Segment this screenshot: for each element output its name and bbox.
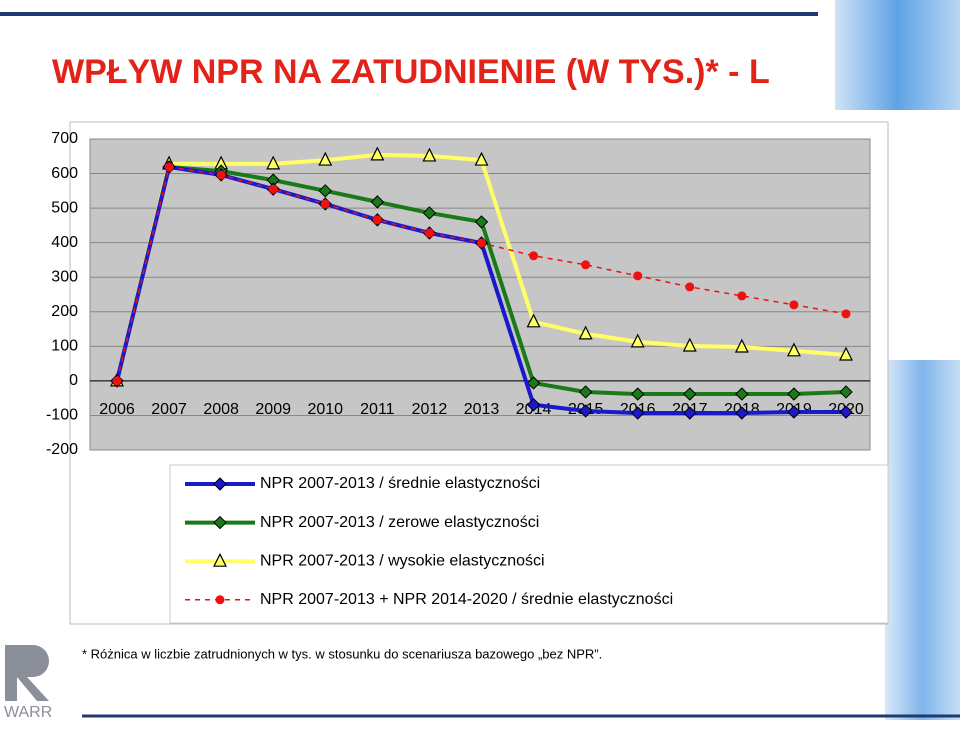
marker xyxy=(735,387,749,401)
slide-title: WPŁYW NPR NA ZATUDNIENIE (W TYS.)* - L xyxy=(52,53,770,91)
marker xyxy=(474,151,489,166)
legend xyxy=(169,464,889,624)
legend-label: NPR 2007-2013 + NPR 2014-2020 / średnie … xyxy=(260,591,673,608)
marker xyxy=(789,300,799,310)
marker xyxy=(581,260,591,270)
marker xyxy=(526,313,541,328)
marker xyxy=(683,387,697,401)
marker xyxy=(737,291,747,301)
marker xyxy=(630,333,645,348)
legend-marker xyxy=(215,595,225,605)
marker xyxy=(318,151,333,166)
marker xyxy=(682,337,697,352)
marker xyxy=(839,385,853,399)
marker xyxy=(683,406,697,420)
y-tick-label: 0 xyxy=(69,372,78,389)
marker xyxy=(631,387,645,401)
legend-marker xyxy=(213,552,227,567)
marker xyxy=(477,238,486,248)
legend-label: NPR 2007-2013 / średnie elastyczności xyxy=(260,475,540,492)
marker xyxy=(787,387,801,401)
marker xyxy=(578,385,593,399)
y-tick-label: 200 xyxy=(51,303,78,320)
marker xyxy=(526,376,541,390)
marker xyxy=(268,184,278,194)
marker xyxy=(839,346,853,361)
marker xyxy=(578,404,593,418)
x-tick-label: 2013 xyxy=(464,401,500,418)
legend-label: NPR 2007-2013 / wysokie elastyczności xyxy=(260,552,545,569)
marker xyxy=(841,309,851,319)
marker xyxy=(735,406,749,420)
y-tick-label: 300 xyxy=(51,268,78,285)
marker xyxy=(422,206,437,220)
x-tick-label: 2007 xyxy=(151,401,187,418)
marker xyxy=(112,376,122,386)
footnote: * Różnica w liczbie zatrudnionych w tys.… xyxy=(82,646,602,661)
chart: -200 -100 0 100 200 300 400 500 600 700 2006 2007 20… xyxy=(46,130,870,608)
marker xyxy=(526,398,541,412)
x-tick-label: 2010 xyxy=(307,401,343,418)
legend-marker xyxy=(213,477,227,491)
marker xyxy=(787,405,801,419)
marker xyxy=(266,155,281,170)
decoration xyxy=(885,360,960,720)
marker xyxy=(578,325,593,340)
x-tick-label: 2009 xyxy=(255,401,291,418)
y-tick-label: -200 xyxy=(46,441,78,458)
x-tick-label: 2012 xyxy=(412,401,448,418)
marker xyxy=(786,342,801,357)
y-tick-label: 400 xyxy=(51,234,78,251)
y-tick-label: -100 xyxy=(46,407,78,424)
marker xyxy=(424,228,434,238)
marker xyxy=(318,184,332,198)
legend-marker xyxy=(213,515,227,530)
y-tick-label: 700 xyxy=(51,130,78,147)
x-tick-label: 2006 xyxy=(99,401,135,418)
legend-label: NPR 2007-2013 / zerowe elastyczności xyxy=(260,514,539,531)
marker xyxy=(839,405,853,419)
marker xyxy=(474,215,489,229)
y-tick-label: 600 xyxy=(51,165,78,182)
marker xyxy=(734,338,749,353)
decoration xyxy=(835,0,960,110)
y-tick-label: 500 xyxy=(51,199,78,216)
marker xyxy=(631,406,645,420)
marker xyxy=(685,282,695,292)
logo-text: WARR xyxy=(4,704,52,721)
x-tick-label: 2011 xyxy=(360,401,395,418)
logo-mark xyxy=(5,645,49,701)
marker xyxy=(633,271,643,281)
marker xyxy=(164,162,174,172)
marker xyxy=(320,199,330,209)
marker xyxy=(370,195,385,209)
marker xyxy=(370,146,385,161)
marker xyxy=(216,170,226,180)
marker xyxy=(422,147,437,162)
marker xyxy=(372,215,382,225)
marker xyxy=(529,251,539,261)
y-tick-label: 100 xyxy=(51,338,78,355)
x-tick-label: 2008 xyxy=(203,401,239,418)
